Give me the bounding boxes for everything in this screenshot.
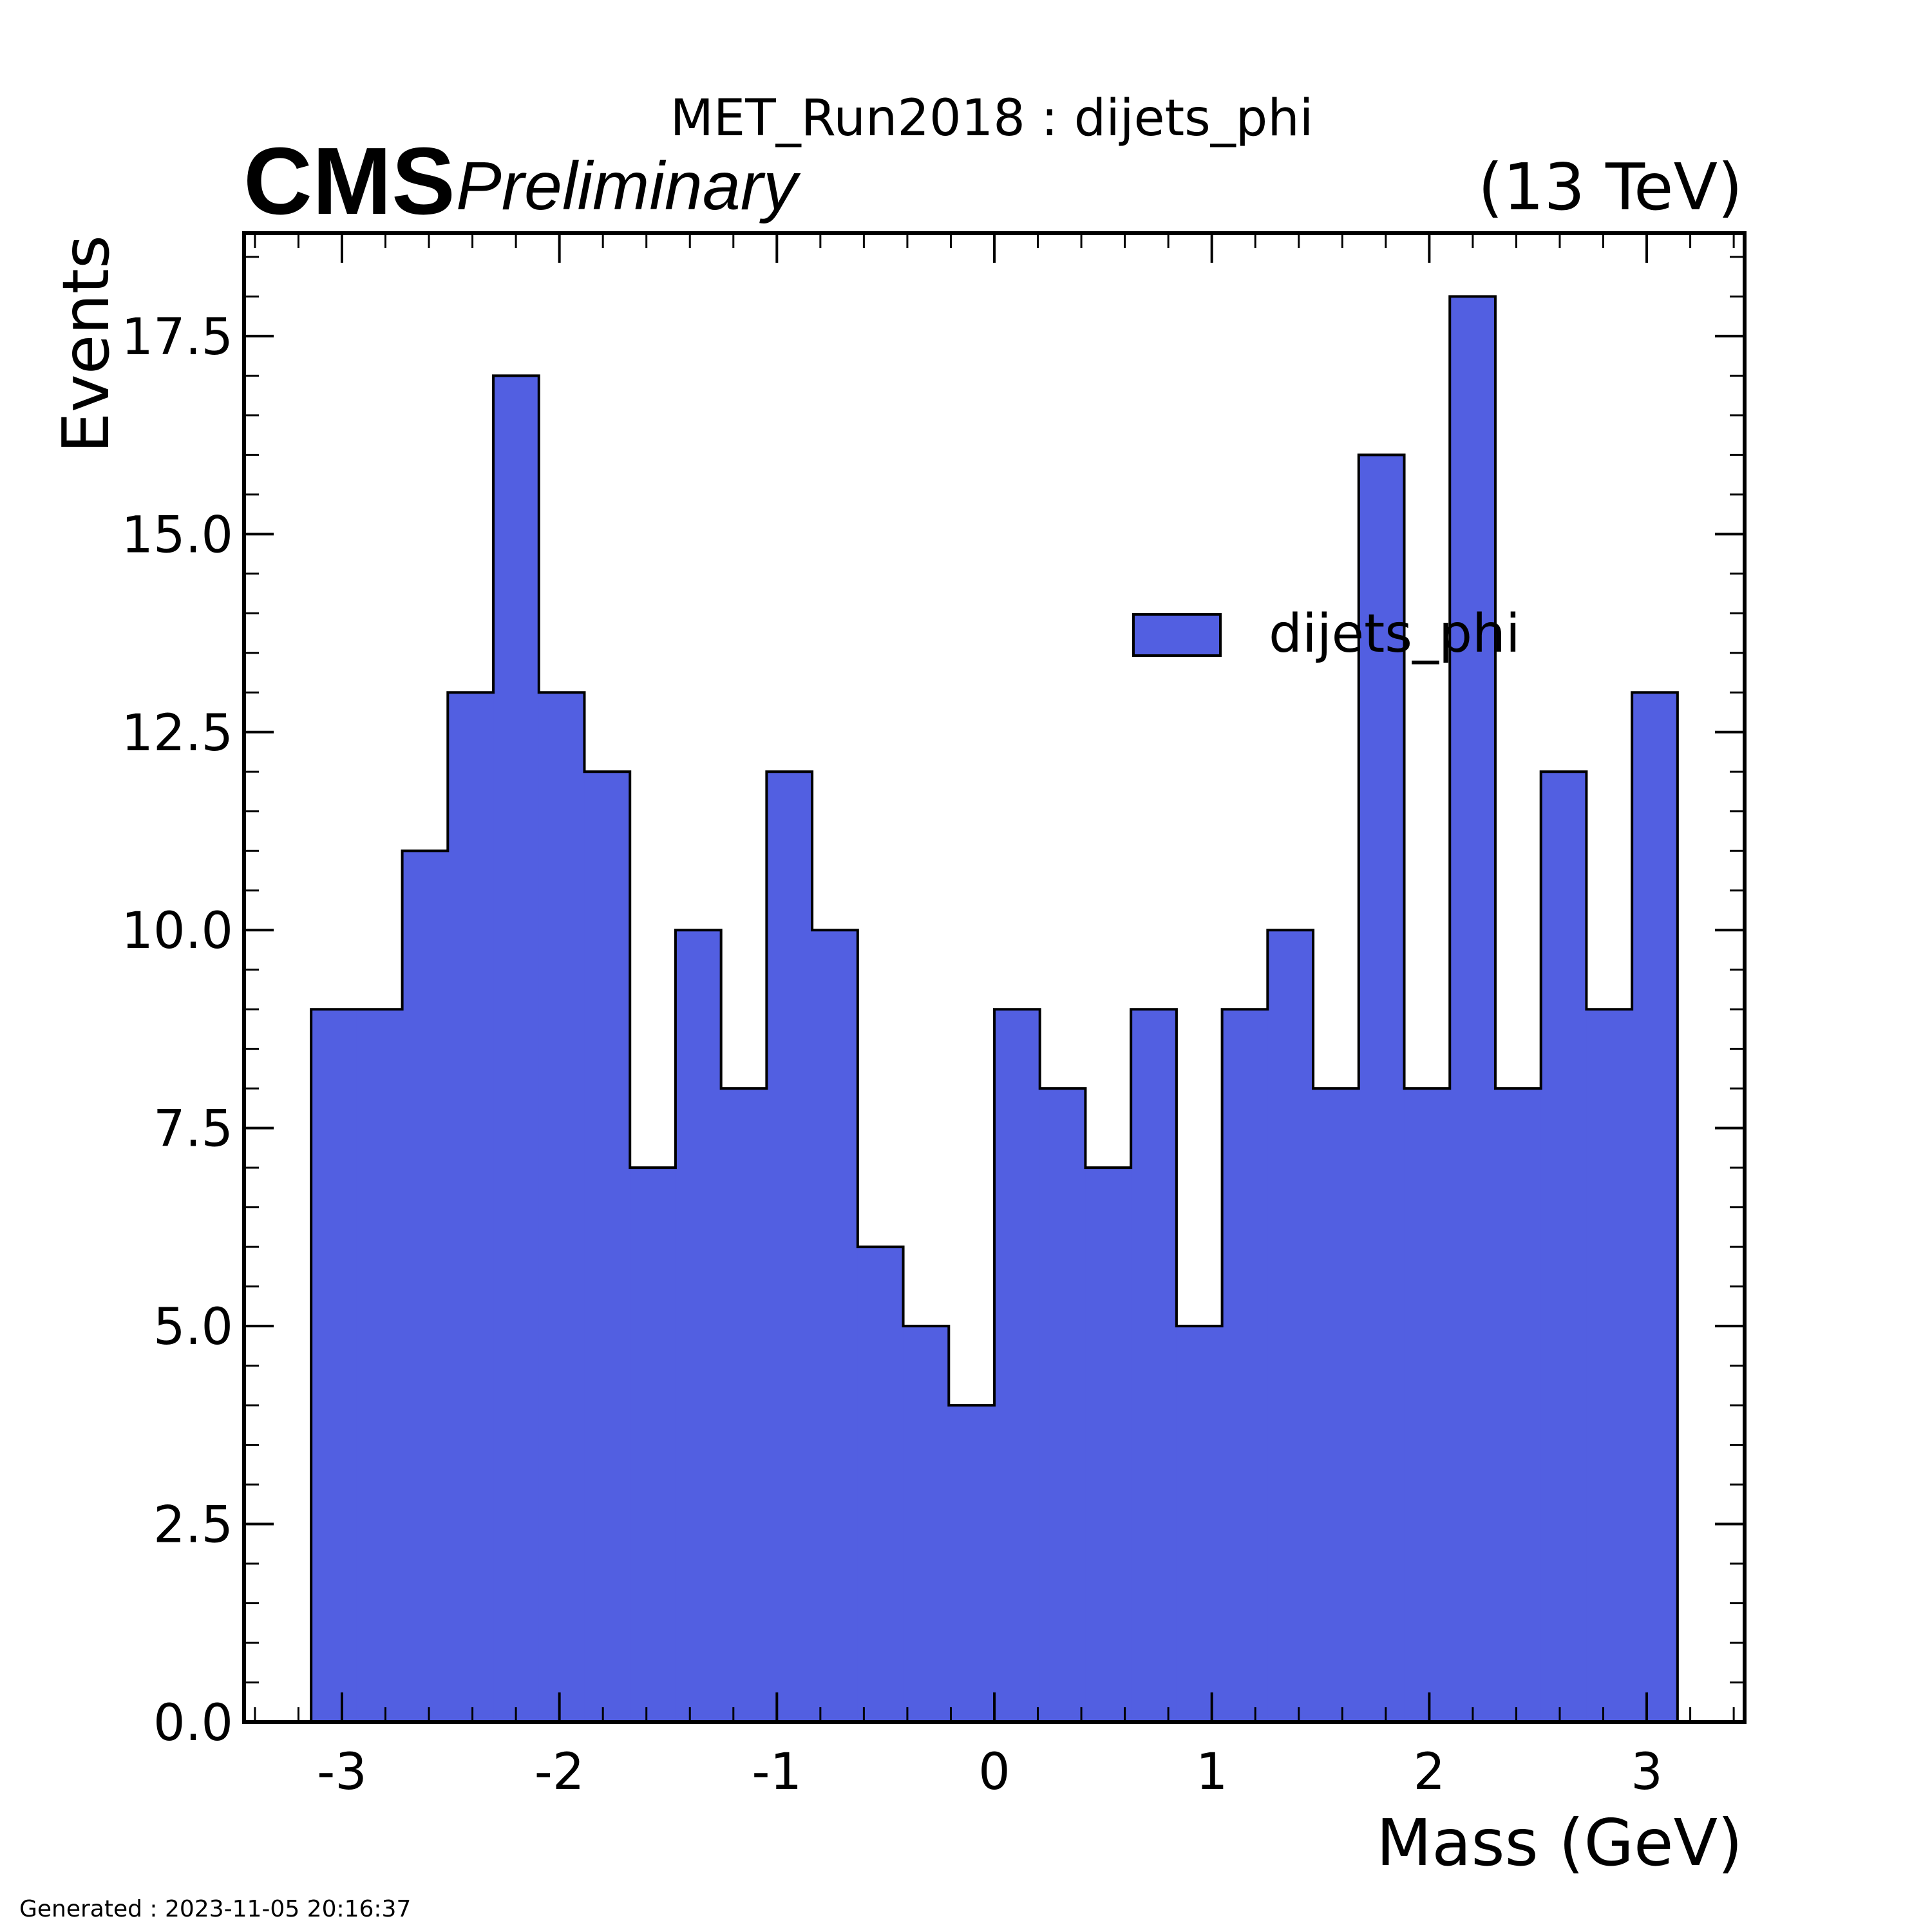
legend-label: dijets_phi: [1269, 603, 1520, 665]
histogram-bar: [538, 692, 585, 1722]
y-tick-label: 2.5: [153, 1497, 233, 1555]
y-tick-label: 15.0: [121, 506, 233, 564]
histogram-bar: [493, 375, 540, 1722]
energy-label: (13 TeV): [1478, 149, 1743, 225]
x-tick-label: -1: [752, 1743, 802, 1801]
histogram-bar: [1131, 1009, 1177, 1722]
histogram-bar: [1176, 1326, 1223, 1722]
histogram-bar: [1586, 1009, 1633, 1722]
histogram-outline: [310, 295, 1679, 1722]
x-tick-label: 1: [1196, 1743, 1228, 1801]
histogram-bar: [1039, 1088, 1086, 1722]
y-tick-label: 10.0: [121, 902, 233, 960]
histogram-bars: [311, 296, 1678, 1722]
chart-title: MET_Run2018 : dijets_phi: [670, 90, 1314, 147]
y-tick-label: 12.5: [121, 705, 233, 762]
histogram-bar: [903, 1326, 949, 1722]
histogram-bar: [1222, 1009, 1268, 1722]
histogram-bar: [949, 1405, 995, 1722]
generated-timestamp: Generated : 2023-11-05 20:16:37: [19, 1896, 411, 1922]
histogram-bar: [1267, 930, 1314, 1722]
histogram-bar: [1085, 1168, 1132, 1722]
x-tick-label: 2: [1414, 1743, 1446, 1801]
histogram-bar: [1450, 296, 1496, 1722]
histogram-bar: [857, 1247, 904, 1722]
histogram-bar: [1358, 455, 1405, 1722]
histogram-bar: [766, 772, 813, 1722]
y-tick-label: 0.0: [153, 1694, 233, 1752]
tick-labels: -3 -2 -1 0 1 2 3 0.0 2.5 5.0 7.5 10.0 12.5 15.0 17.5: [121, 308, 1663, 1801]
axis-ticks: [244, 233, 1745, 1723]
x-tick-label: -2: [535, 1743, 585, 1801]
experiment-label: CMS: [243, 128, 455, 234]
histogram-bar: [584, 772, 630, 1722]
histogram-bar: [1632, 692, 1678, 1722]
plot-frame: [242, 231, 1747, 1724]
histogram-bar: [812, 930, 858, 1722]
legend-swatch: [1132, 613, 1222, 657]
y-axis-label: Events: [48, 235, 124, 453]
histogram-bar: [1313, 1088, 1359, 1722]
status-label: Preliminary: [456, 148, 801, 224]
x-tick-label: -3: [317, 1743, 367, 1801]
histogram-bar: [1540, 772, 1587, 1722]
histogram-bar: [448, 692, 494, 1722]
histogram-bar: [994, 1009, 1041, 1722]
histogram-bar: [356, 1009, 403, 1722]
y-tick-label: 5.0: [153, 1298, 233, 1356]
histogram-bar: [402, 851, 448, 1722]
histogram-bar: [630, 1168, 676, 1722]
histogram-bar: [1404, 1088, 1450, 1722]
histogram-bar: [721, 1088, 767, 1722]
x-tick-label: 0: [978, 1743, 1010, 1801]
histogram-bar: [1495, 1088, 1542, 1722]
x-tick-label: 3: [1631, 1743, 1663, 1801]
x-axis-label: Mass (GeV): [1376, 1805, 1743, 1880]
histogram-bar: [675, 930, 722, 1722]
histogram-bar: [311, 1009, 357, 1722]
y-tick-label: 17.5: [121, 308, 233, 366]
y-tick-label: 7.5: [153, 1101, 233, 1159]
